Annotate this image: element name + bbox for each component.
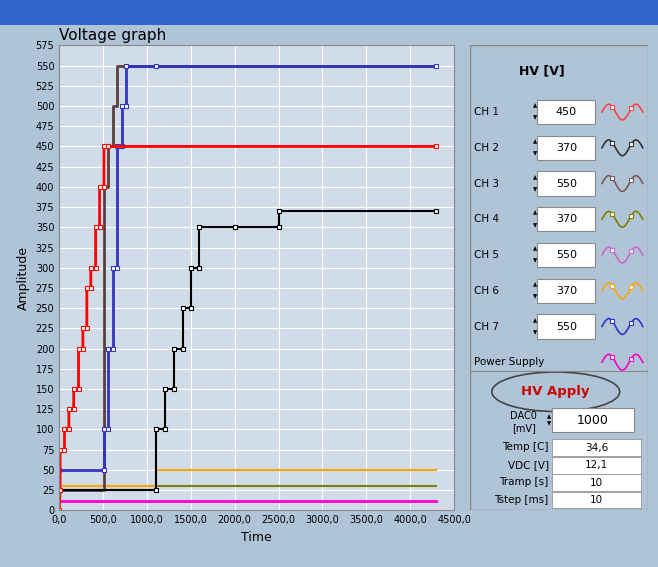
FancyBboxPatch shape [538, 315, 595, 338]
Text: ▼: ▼ [547, 421, 551, 426]
Text: 370: 370 [556, 143, 577, 153]
Text: CH 2: CH 2 [474, 143, 499, 153]
Text: ▲: ▲ [533, 282, 537, 287]
FancyBboxPatch shape [538, 207, 595, 231]
Text: 12,1: 12,1 [585, 460, 608, 470]
Text: Tstep [ms]: Tstep [ms] [494, 494, 549, 505]
FancyBboxPatch shape [538, 100, 595, 124]
Text: 550: 550 [556, 321, 577, 332]
Text: ▼: ▼ [533, 151, 537, 156]
FancyBboxPatch shape [538, 243, 595, 267]
X-axis label: Time: Time [241, 531, 272, 544]
Text: CH 7: CH 7 [474, 321, 499, 332]
Text: 550: 550 [556, 250, 577, 260]
FancyBboxPatch shape [552, 457, 642, 473]
Text: Power Supply: Power Supply [474, 357, 544, 367]
Text: 10: 10 [590, 495, 603, 505]
Text: ▼: ▼ [533, 116, 537, 121]
Text: HV Apply: HV Apply [522, 385, 590, 398]
Text: 10: 10 [590, 478, 603, 488]
FancyBboxPatch shape [552, 439, 642, 456]
Text: DAC0
[mV]: DAC0 [mV] [511, 411, 537, 433]
FancyBboxPatch shape [538, 171, 595, 196]
Text: CH 3: CH 3 [474, 179, 499, 189]
Y-axis label: Amplitude: Amplitude [17, 246, 30, 310]
Text: 1000: 1000 [577, 413, 609, 426]
Text: ▲: ▲ [533, 247, 537, 252]
Text: CH 4: CH 4 [474, 214, 499, 225]
Text: ▲: ▲ [533, 139, 537, 144]
FancyBboxPatch shape [538, 136, 595, 160]
Text: 550: 550 [556, 179, 577, 189]
Text: ▼: ▼ [533, 259, 537, 264]
Text: Temp [C]: Temp [C] [502, 442, 549, 452]
FancyBboxPatch shape [538, 278, 595, 303]
FancyBboxPatch shape [552, 475, 642, 491]
Text: ▲: ▲ [533, 104, 537, 108]
Text: CH 6: CH 6 [474, 286, 499, 296]
Text: 370: 370 [556, 214, 577, 225]
Text: CH 5: CH 5 [474, 250, 499, 260]
Text: ▲: ▲ [533, 318, 537, 323]
FancyBboxPatch shape [552, 492, 642, 509]
Text: 370: 370 [556, 286, 577, 296]
Text: ▼: ▼ [533, 187, 537, 192]
Text: ▲: ▲ [533, 175, 537, 180]
Text: VDC [V]: VDC [V] [507, 460, 549, 469]
Text: ▼: ▼ [533, 294, 537, 299]
Text: 450: 450 [556, 107, 577, 117]
Text: ▼: ▼ [533, 223, 537, 228]
FancyBboxPatch shape [551, 408, 634, 431]
Text: ▲: ▲ [533, 211, 537, 215]
Text: Voltage graph: Voltage graph [59, 28, 166, 43]
Text: 34,6: 34,6 [585, 442, 608, 452]
Text: ▼: ▼ [533, 330, 537, 335]
Text: CH 1: CH 1 [474, 107, 499, 117]
Text: HV [V]: HV [V] [519, 65, 565, 78]
Text: ▲: ▲ [547, 414, 551, 420]
Text: Tramp [s]: Tramp [s] [499, 477, 549, 488]
